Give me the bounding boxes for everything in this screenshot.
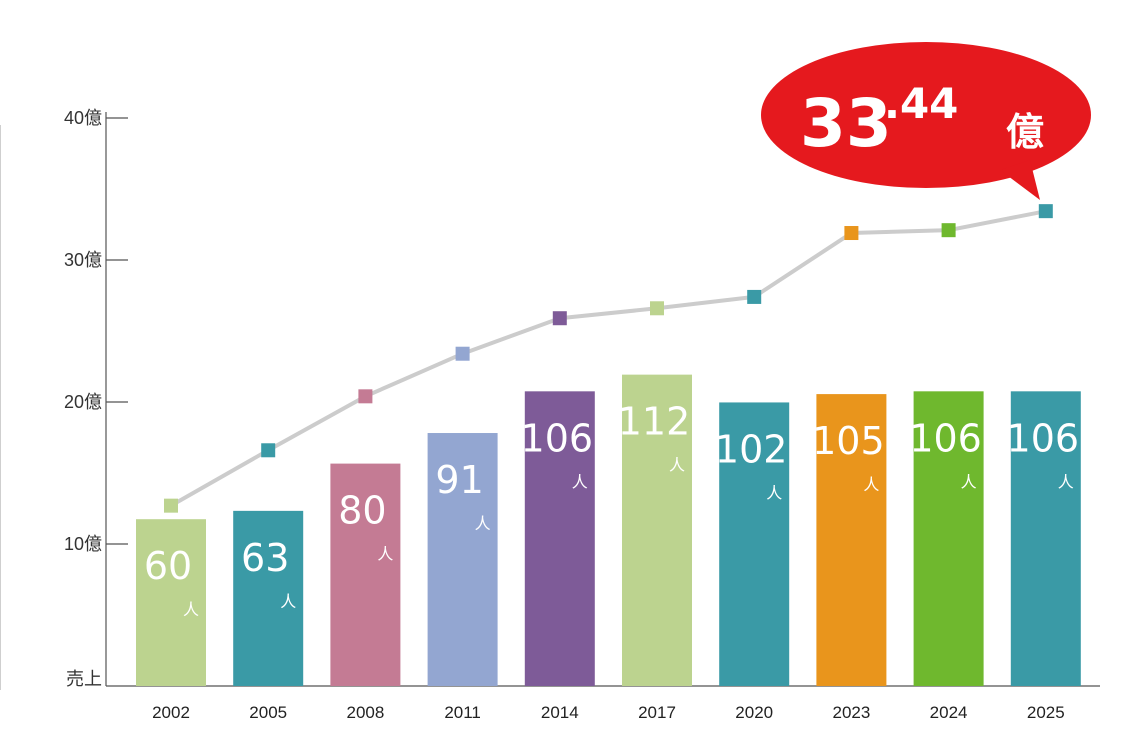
bar-unit-label: 人 xyxy=(475,514,491,533)
x-tick-label: 2005 xyxy=(249,703,287,722)
bar-unit-label: 人 xyxy=(1058,472,1074,491)
x-tick-label: 2017 xyxy=(638,703,676,722)
bar-value-label: 106 xyxy=(1007,416,1080,460)
bar-2014 xyxy=(524,391,595,686)
callout-integer: 33 xyxy=(800,85,892,162)
bar-unit-label: 人 xyxy=(669,456,685,475)
sales-point-2014 xyxy=(552,311,567,326)
x-tick-label: 2025 xyxy=(1027,703,1065,722)
bar-unit-label: 人 xyxy=(863,475,879,494)
x-tick-label: 2023 xyxy=(832,703,870,722)
sales-point-2011 xyxy=(455,346,470,361)
x-tick-label: 2014 xyxy=(541,703,579,722)
callout-decimal: .44 xyxy=(884,79,958,128)
y-tick-label: 10億 xyxy=(64,534,102,554)
x-tick-label: 2011 xyxy=(444,703,481,722)
bar-2008 xyxy=(330,463,401,686)
bar-2020 xyxy=(719,402,790,686)
x-tick-label: 2002 xyxy=(152,703,190,722)
x-tick-labels: 2002 2005 2008 2011 2014 2017 2020 2023 2024 2025 xyxy=(152,703,1065,722)
y-origin-label: 売上 xyxy=(66,669,102,689)
sales-line xyxy=(164,204,1053,513)
sales-point-2005 xyxy=(261,443,276,458)
bar-2023 xyxy=(816,394,887,686)
sales-line-path xyxy=(170,209,1047,508)
bar-value-label: 91 xyxy=(435,458,483,502)
bar-value-label: 105 xyxy=(812,419,885,463)
callout-bubble xyxy=(761,42,1091,188)
sales-point-2017 xyxy=(650,301,664,316)
sales-point-2008 xyxy=(358,389,373,404)
sales-callout: 33 .44 億 xyxy=(761,42,1091,200)
bar-value-label: 112 xyxy=(618,400,691,444)
bar-unit-label: 人 xyxy=(280,592,296,611)
sales-point-2024 xyxy=(941,223,956,238)
sales-point-2002 xyxy=(164,498,178,513)
sales-point-2025 xyxy=(1038,204,1053,219)
bar-unit-label: 人 xyxy=(572,472,588,491)
y-tick-label: 20億 xyxy=(64,392,102,412)
bar-2002 xyxy=(136,519,206,686)
callout-unit: 億 xyxy=(1006,110,1044,154)
bar-value-label: 102 xyxy=(715,427,788,471)
bar-value-label: 63 xyxy=(241,536,289,580)
bar-2005 xyxy=(233,510,304,686)
x-tick-label: 2020 xyxy=(735,703,773,722)
bar-value-label: 60 xyxy=(144,544,192,588)
x-tick-label: 2008 xyxy=(346,703,384,722)
bar-2024 xyxy=(913,391,984,686)
bar-value-label: 106 xyxy=(521,416,594,460)
bar-unit-label: 人 xyxy=(377,545,393,564)
sales-point-2023 xyxy=(844,226,859,241)
bar-2011 xyxy=(427,433,498,686)
bar-value-label: 80 xyxy=(338,489,386,533)
callout-tail xyxy=(1000,160,1040,200)
bar-2017 xyxy=(622,374,692,686)
bar-unit-label: 人 xyxy=(183,600,199,619)
bar-2025 xyxy=(1010,391,1081,686)
x-tick-label: 2024 xyxy=(930,703,968,722)
y-tick-label: 30億 xyxy=(64,250,102,270)
bar-unit-label: 人 xyxy=(766,483,782,502)
bars xyxy=(136,374,1081,686)
y-tick-label: 40億 xyxy=(64,108,102,128)
bar-labels: 60 人 63 人 80 人 91 人 106 人 112 人 102 人 105 人 106 人 106 人 xyxy=(144,400,1079,620)
sales-point-2020 xyxy=(747,289,762,304)
bar-unit-label: 人 xyxy=(961,472,977,491)
bar-value-label: 106 xyxy=(909,416,982,460)
